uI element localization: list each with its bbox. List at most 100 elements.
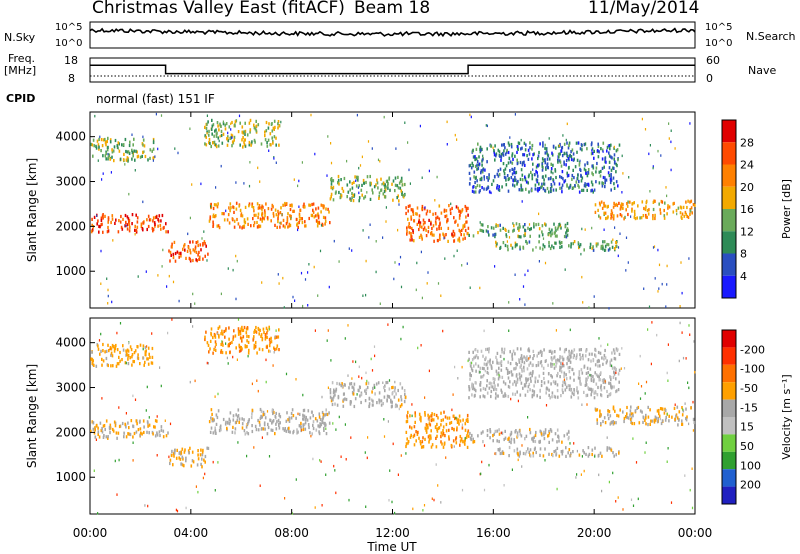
power-colorbar-label: Power [dB]: [780, 179, 793, 239]
echo-cell-10: [507, 394, 510, 399]
echo-cell-10: [475, 147, 478, 151]
echo-cell-10: [515, 380, 518, 384]
noise-cell: [319, 459, 321, 462]
noise-cell: [293, 178, 295, 181]
echo-cell-10: [598, 375, 600, 379]
echo-cell-5: [504, 436, 507, 440]
echo-cell-2: [284, 201, 286, 206]
echo-cell-2: [302, 413, 304, 417]
echo-cell-9: [275, 136, 277, 140]
noise-cell: [644, 392, 646, 395]
noise-cell: [660, 154, 662, 157]
echo-cell-1: [189, 248, 191, 252]
echo-cell-5: [518, 228, 520, 232]
echo-cell-5: [558, 222, 561, 226]
noise-cell: [368, 236, 370, 239]
echo-cell-1: [182, 457, 184, 461]
echo-cell-3: [356, 177, 359, 181]
echo-cell-8: [107, 145, 109, 149]
echo-cell-10: [503, 171, 506, 176]
echo-cell-6: [570, 451, 572, 456]
echo-cell-10: [543, 182, 545, 186]
echo-cell-1: [185, 459, 187, 463]
echo-cell-10: [597, 142, 599, 146]
echo-cell-8: [132, 154, 134, 158]
echo-cell-3: [373, 383, 376, 387]
echo-cell-3: [332, 198, 335, 202]
velocity-colorbar-swatch: [722, 382, 736, 400]
echo-cell-10: [469, 361, 472, 365]
echo-cell-3: [369, 183, 372, 187]
echo-cell-9: [253, 138, 256, 142]
echo-cell-0: [152, 216, 155, 220]
noise-cell: [164, 419, 166, 422]
noise-cell: [226, 356, 228, 360]
echo-cell-4: [405, 206, 407, 210]
echo-cell-8: [106, 139, 108, 144]
echo-cell-10: [500, 152, 503, 156]
echo-cell-10: [520, 354, 523, 358]
echo-cell-0: [129, 432, 132, 437]
echo-cell-10: [579, 376, 581, 380]
echo-cell-10: [481, 170, 484, 174]
noise-cell: [606, 436, 608, 439]
echo-cell-10: [544, 188, 546, 192]
echo-cell-8: [152, 147, 155, 151]
echo-cell-4: [407, 225, 410, 229]
echo-cell-0: [109, 426, 112, 430]
echo-cell-10: [550, 162, 552, 166]
echo-cell-6: [522, 451, 525, 456]
velocity-colorbar-tick-label: 50: [740, 440, 754, 453]
echo-cell-6: [599, 451, 602, 455]
noise-cell: [457, 377, 459, 380]
echo-cell-7: [623, 217, 625, 221]
echo-cell-0: [124, 213, 127, 218]
echo-cell-10: [585, 349, 587, 353]
echo-cell-8: [95, 146, 98, 150]
echo-cell-5: [471, 433, 473, 438]
echo-cell-6: [583, 451, 585, 455]
echo-cell-1: [192, 240, 194, 244]
echo-cell-8: [126, 348, 129, 352]
echo-cell-4: [467, 429, 470, 433]
echo-cell-1: [188, 256, 191, 260]
echo-cell-0: [138, 420, 141, 424]
echo-cell-7: [612, 205, 615, 209]
noise-cell: [215, 186, 217, 189]
noise-cell: [617, 496, 619, 499]
echo-cell-8: [105, 349, 108, 353]
noise-cell: [301, 428, 303, 432]
echo-cell-2: [213, 418, 215, 422]
echo-cell-9: [264, 337, 267, 341]
echo-cell-10: [604, 176, 606, 180]
freq-frame: [89, 57, 696, 83]
echo-cell-1: [196, 240, 199, 244]
echo-cell-10: [573, 348, 576, 352]
echo-cell-4: [410, 215, 412, 219]
echo-cell-9: [264, 334, 267, 339]
echo-cell-9: [272, 126, 275, 130]
echo-cell-10: [485, 356, 487, 360]
echo-cell-6: [572, 242, 574, 246]
echo-cell-9: [242, 135, 244, 140]
noise-cell: [268, 455, 271, 458]
echo-cell-0: [90, 429, 92, 433]
echo-cell-10: [505, 183, 508, 187]
echo-cell-9: [268, 349, 270, 353]
echo-cell-9: [207, 120, 209, 124]
noise-cell: [611, 364, 613, 368]
echo-cell-4: [447, 218, 449, 222]
echo-cell-4: [443, 442, 446, 446]
echo-cell-2: [305, 415, 307, 420]
noise-cell: [564, 268, 566, 271]
echo-cell-4: [455, 205, 458, 209]
echo-cell-10: [519, 393, 522, 397]
echo-cell-1: [176, 448, 178, 452]
echo-cell-2: [215, 413, 218, 417]
echo-cell-10: [488, 347, 490, 351]
noise-cell: [128, 192, 130, 196]
echo-cell-2: [292, 414, 295, 418]
echo-cell-1: [201, 453, 204, 457]
noise-cell: [679, 321, 681, 325]
echo-cell-10: [475, 157, 478, 161]
